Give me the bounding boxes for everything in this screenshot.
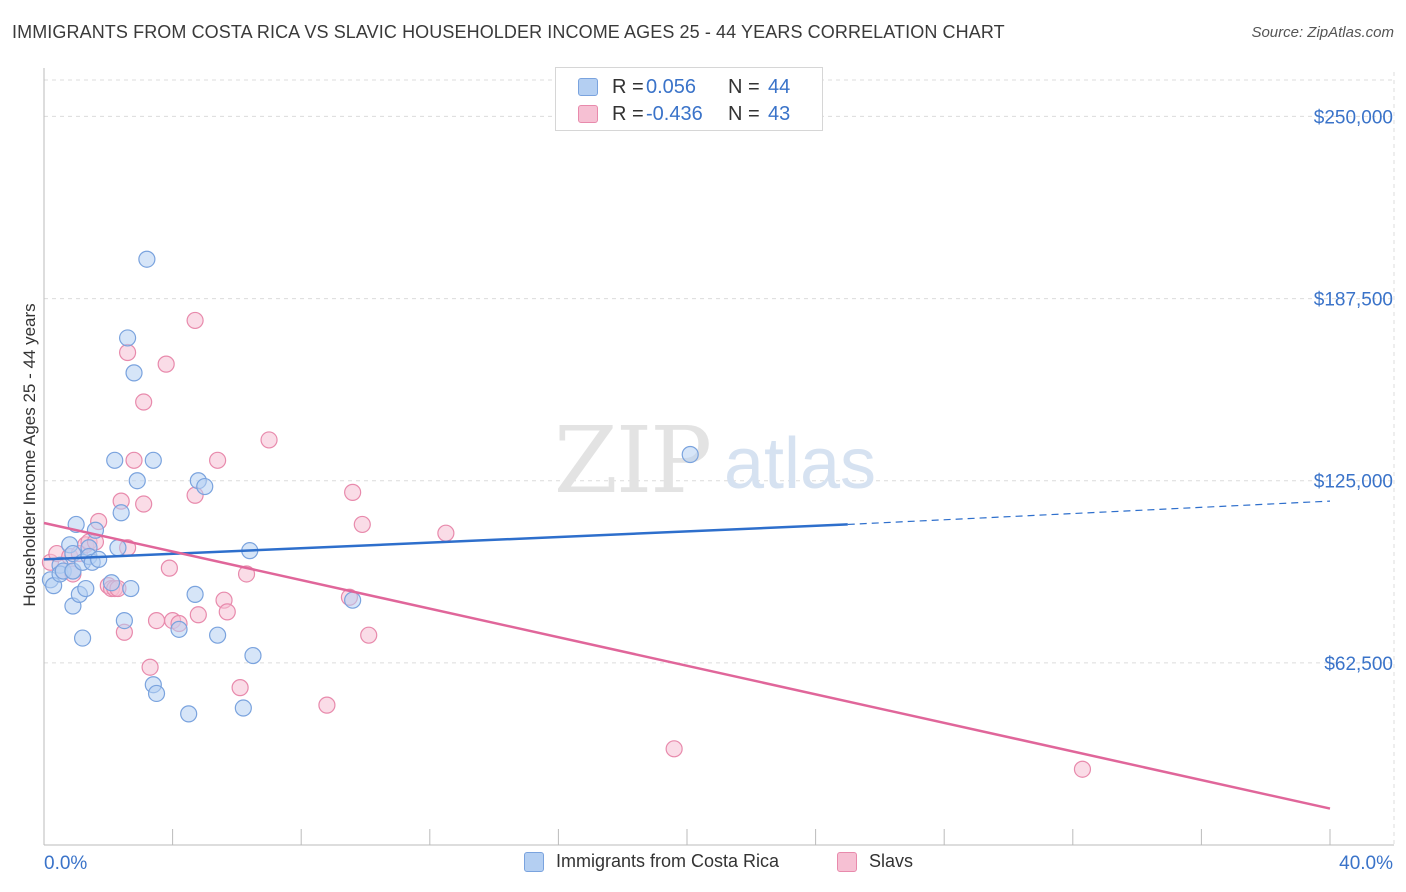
n-value: 43 <box>768 102 791 125</box>
legend-item-slavs[interactable]: Slavs <box>837 851 913 872</box>
costa-rica-point-19 <box>90 550 108 569</box>
slavs-trend-line <box>43 521 1331 810</box>
costa-rica-point-22 <box>109 539 127 557</box>
costa-rica-point-37 <box>196 477 214 496</box>
costa-rica-point-28 <box>128 472 146 490</box>
y-axis-label: Householder Income Ages 25 - 44 years <box>20 303 39 607</box>
n-value: 44 <box>768 75 791 98</box>
costa-rica-point-13 <box>73 629 92 647</box>
slavs-point-17 <box>118 343 137 362</box>
y-tick-label: $125,000 <box>1314 472 1393 493</box>
slavs-point-32 <box>218 603 236 621</box>
costa-rica-point-26 <box>122 579 140 598</box>
slavs-point-23 <box>157 355 175 373</box>
costa-rica-point-23 <box>112 504 130 522</box>
costa-rica-points <box>41 250 699 723</box>
legend-swatch-pink <box>578 105 598 123</box>
x-tick-label-min: 0.0% <box>44 853 87 874</box>
n-label: N = <box>728 102 760 125</box>
slavs-point-27 <box>186 311 204 330</box>
chart-title: IMMIGRANTS FROM COSTA RICA VS SLAVIC HOU… <box>12 22 1005 42</box>
costa-rica-point-38 <box>209 626 227 644</box>
r-label: R = <box>612 75 644 98</box>
slavs-point-38 <box>344 483 362 501</box>
x-tick-label-max: 40.0% <box>1339 853 1393 874</box>
y-tick-label: $62,500 <box>1324 654 1393 675</box>
slavs-point-39 <box>353 515 371 534</box>
costa-rica-point-42 <box>344 591 362 609</box>
slavs-point-20 <box>135 495 153 513</box>
slavs-point-43 <box>1073 760 1092 778</box>
slavs-point-22 <box>147 611 166 630</box>
series-legend: Immigrants from Costa Rica Slavs <box>0 851 1406 877</box>
slavs-point-29 <box>189 606 207 624</box>
slavs-point-36 <box>318 696 336 714</box>
costa-rica-point-39 <box>234 699 252 717</box>
watermark: ZIP atlas <box>554 407 876 514</box>
slavs-point-42 <box>665 740 683 758</box>
costa-rica-trend-extension <box>847 500 1331 526</box>
slavs-points <box>41 311 1092 778</box>
costa-rica-point-41 <box>244 646 262 665</box>
costa-rica-point-14 <box>77 579 95 598</box>
legend-label: Slavs <box>869 851 914 871</box>
slavs-point-41 <box>437 524 455 542</box>
costa-rica-point-33 <box>170 620 188 638</box>
legend-swatch-blue <box>578 78 598 96</box>
costa-rica-point-29 <box>138 250 156 268</box>
legend-swatch-blue <box>524 851 544 872</box>
watermark-atlas: atlas <box>724 424 876 504</box>
n-label: N = <box>728 75 760 98</box>
r-label: R = <box>612 102 644 125</box>
slavs-point-30 <box>209 451 227 469</box>
costa-rica-point-20 <box>102 574 121 592</box>
costa-rica-point-43 <box>681 445 699 464</box>
legend-item-costa-rica[interactable]: Immigrants from Costa Rica <box>524 851 779 872</box>
costa-rica-point-25 <box>118 329 137 347</box>
legend-swatch-pink <box>837 851 857 872</box>
legend-label: Immigrants from Costa Rica <box>556 851 780 871</box>
slavs-point-21 <box>141 658 159 676</box>
r-value: 0.056 <box>646 75 697 98</box>
slavs-point-40 <box>360 626 378 644</box>
x-tick-labels: 0.0% 40.0% <box>44 853 1393 874</box>
costa-rica-point-35 <box>186 585 204 603</box>
slavs-point-18 <box>125 451 143 469</box>
y-tick-label: $250,000 <box>1314 107 1393 128</box>
costa-rica-point-34 <box>180 705 198 723</box>
y-tick-labels: $62,500 $125,000 $187,500 $250,000 <box>1314 107 1393 674</box>
costa-rica-point-30 <box>144 451 162 469</box>
y-tick-label: $187,500 <box>1314 290 1393 311</box>
grid-lines <box>44 72 1395 845</box>
correlation-legend: R = 0.056 N = 44 R = -0.436 N = 43 <box>555 67 823 131</box>
trend-lines <box>43 500 1331 810</box>
legend-row-slavs: R = -0.436 N = 43 <box>578 101 790 127</box>
slavs-point-19 <box>135 393 153 411</box>
costa-rica-point-21 <box>106 451 124 469</box>
legend-row-costa-rica: R = 0.056 N = 44 <box>578 74 790 100</box>
r-value: -0.436 <box>646 102 703 125</box>
source-credit: Source: ZipAtlas.com <box>1251 24 1394 41</box>
slavs-point-33 <box>231 679 249 697</box>
slavs-point-35 <box>260 431 278 449</box>
costa-rica-point-27 <box>125 364 143 382</box>
slavs-point-24 <box>160 559 178 577</box>
costa-rica-point-24 <box>115 611 133 630</box>
axes <box>43 68 1394 846</box>
costa-rica-point-32 <box>147 684 166 703</box>
